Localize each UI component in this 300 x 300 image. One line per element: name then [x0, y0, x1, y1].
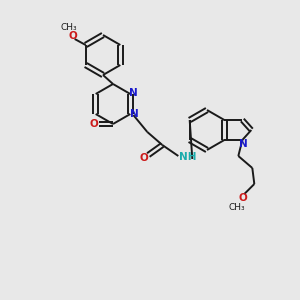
Text: N: N: [130, 109, 139, 119]
Text: O: O: [140, 153, 149, 163]
Text: CH₃: CH₃: [60, 23, 77, 32]
Text: O: O: [68, 31, 77, 41]
Text: CH₃: CH₃: [228, 202, 244, 211]
Text: O: O: [239, 193, 248, 203]
Text: N: N: [239, 139, 248, 149]
Text: O: O: [90, 119, 98, 129]
Text: NH: NH: [179, 152, 197, 162]
Text: N: N: [129, 88, 138, 98]
